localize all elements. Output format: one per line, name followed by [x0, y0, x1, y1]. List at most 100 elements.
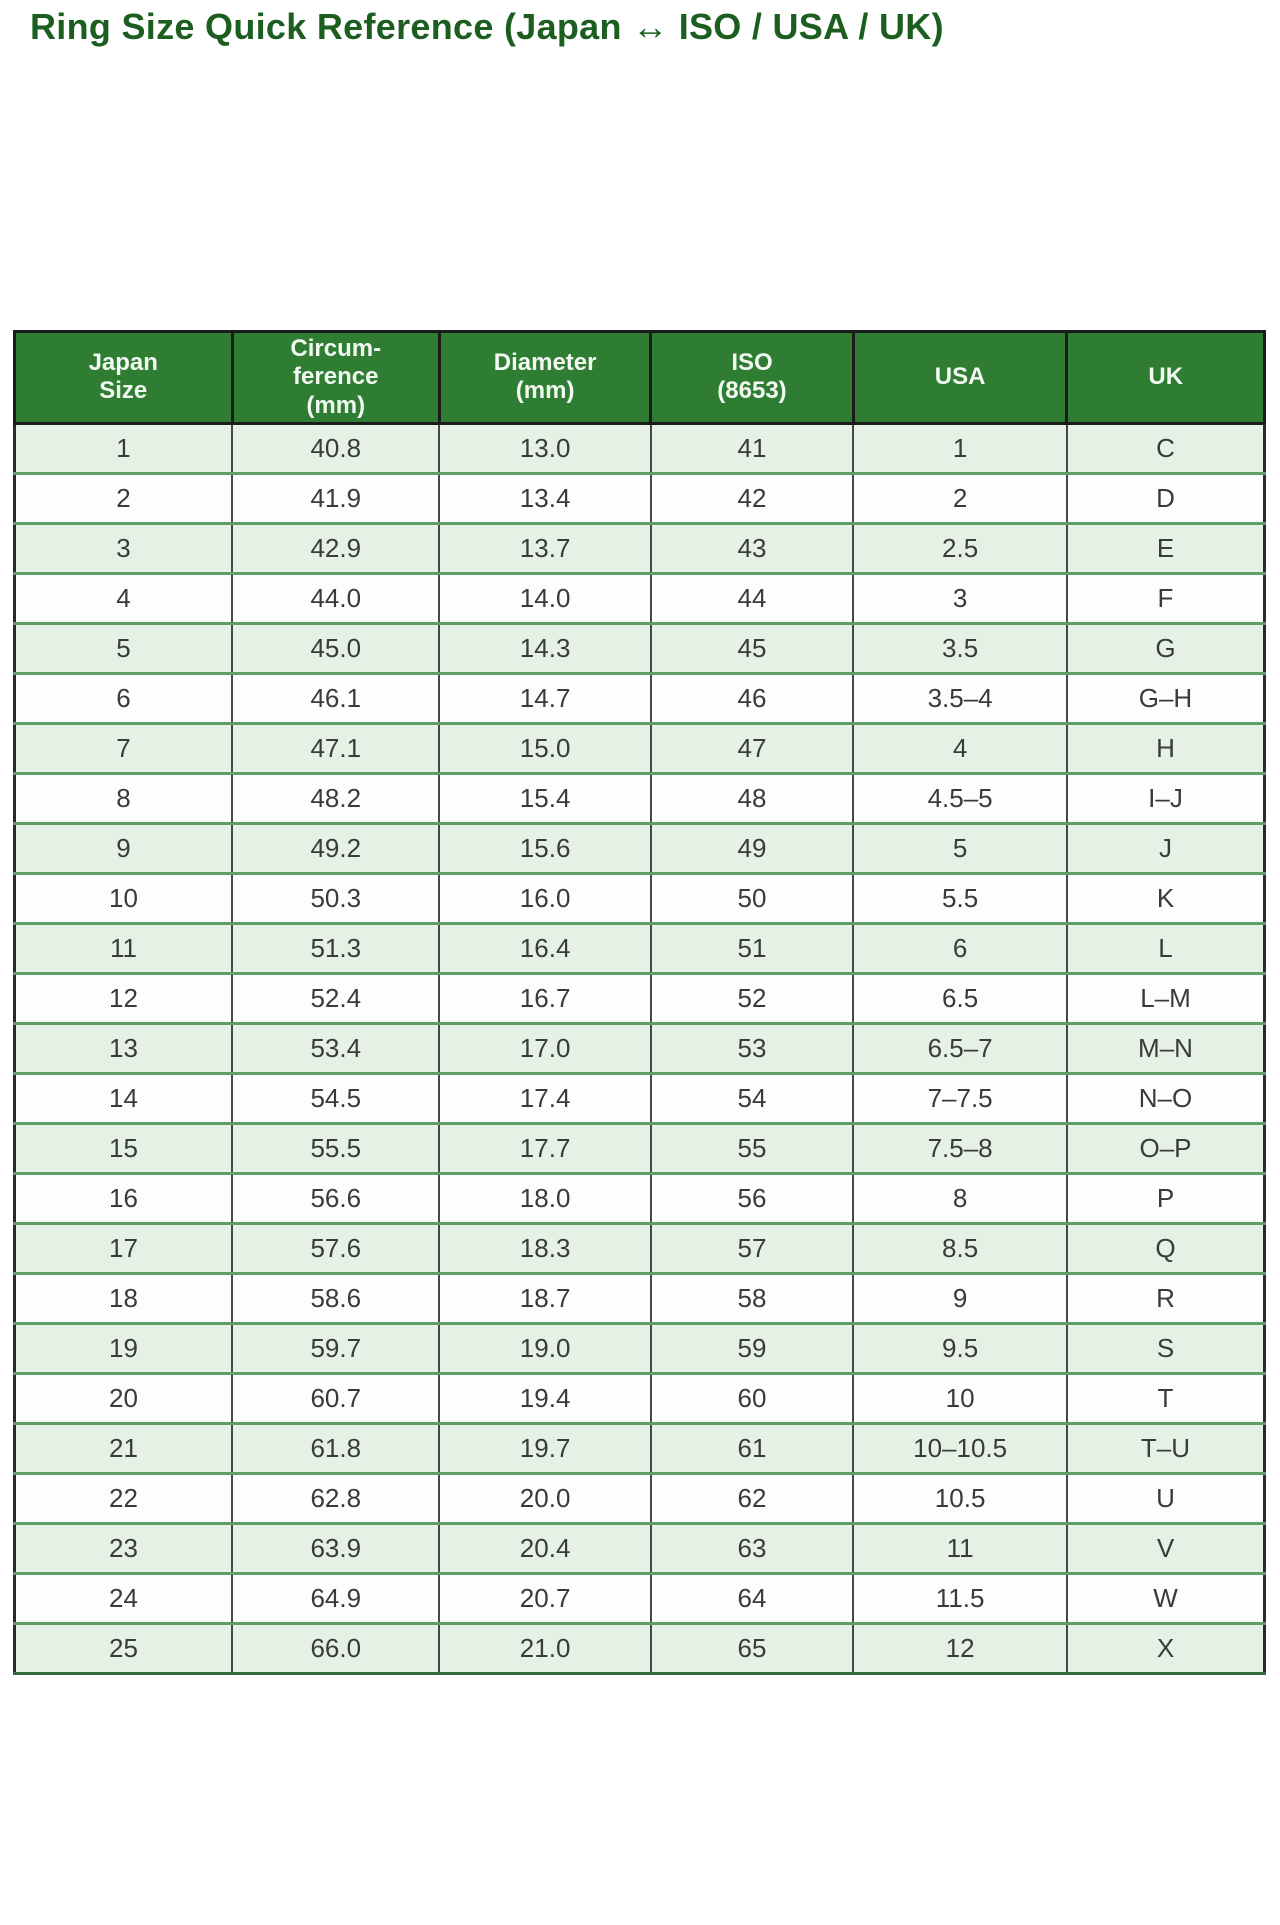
- cell-circumference: 64.9: [230, 1571, 441, 1625]
- cell-diameter: 20.7: [438, 1571, 652, 1625]
- cell-circumference: 60.7: [230, 1371, 441, 1425]
- cell-uk: F: [1065, 571, 1266, 625]
- cell-iso: 46: [649, 671, 855, 725]
- cell-japan-size: 9: [13, 821, 233, 875]
- cell-diameter: 16.0: [438, 871, 652, 925]
- table-body: 1 40.8 13.0 41 1 C 2 41.9 13.4 42 2 D 3 …: [13, 421, 1266, 1675]
- table-row: 13 53.4 17.0 53 6.5–7 M–N: [13, 1021, 1266, 1075]
- cell-circumference: 63.9: [230, 1521, 441, 1575]
- cell-iso: 57: [649, 1221, 855, 1275]
- cell-uk: V: [1065, 1521, 1266, 1575]
- cell-uk: H: [1065, 721, 1266, 775]
- cell-japan-size: 17: [13, 1221, 233, 1275]
- cell-circumference: 53.4: [230, 1021, 441, 1075]
- cell-uk: P: [1065, 1171, 1266, 1225]
- cell-diameter: 14.3: [438, 621, 652, 675]
- table-row: 1 40.8 13.0 41 1 C: [13, 421, 1266, 475]
- cell-iso: 65: [649, 1621, 855, 1675]
- cell-iso: 55: [649, 1121, 855, 1175]
- cell-iso: 50: [649, 871, 855, 925]
- cell-iso: 61: [649, 1421, 855, 1475]
- cell-usa: 6.5: [852, 971, 1068, 1025]
- cell-japan-size: 25: [13, 1621, 233, 1675]
- cell-uk: Q: [1065, 1221, 1266, 1275]
- cell-usa: 5.5: [852, 871, 1068, 925]
- cell-uk: C: [1065, 421, 1266, 475]
- cell-japan-size: 18: [13, 1271, 233, 1325]
- cell-japan-size: 19: [13, 1321, 233, 1375]
- cell-circumference: 48.2: [230, 771, 441, 825]
- cell-uk: E: [1065, 521, 1266, 575]
- cell-japan-size: 12: [13, 971, 233, 1025]
- cell-diameter: 13.0: [438, 421, 652, 475]
- cell-iso: 59: [649, 1321, 855, 1375]
- cell-circumference: 49.2: [230, 821, 441, 875]
- cell-diameter: 18.0: [438, 1171, 652, 1225]
- cell-circumference: 56.6: [230, 1171, 441, 1225]
- cell-circumference: 59.7: [230, 1321, 441, 1375]
- cell-circumference: 54.5: [230, 1071, 441, 1125]
- cell-diameter: 18.7: [438, 1271, 652, 1325]
- cell-circumference: 62.8: [230, 1471, 441, 1525]
- cell-circumference: 44.0: [230, 571, 441, 625]
- cell-uk: U: [1065, 1471, 1266, 1525]
- cell-diameter: 14.0: [438, 571, 652, 625]
- column-header-iso: ISO (8653): [649, 330, 855, 425]
- cell-circumference: 51.3: [230, 921, 441, 975]
- table-row: 16 56.6 18.0 56 8 P: [13, 1171, 1266, 1225]
- cell-circumference: 47.1: [230, 721, 441, 775]
- cell-usa: 6: [852, 921, 1068, 975]
- table-row: 24 64.9 20.7 64 11.5 W: [13, 1571, 1266, 1625]
- cell-usa: 7–7.5: [852, 1071, 1068, 1125]
- cell-iso: 48: [649, 771, 855, 825]
- cell-usa: 10: [852, 1371, 1068, 1425]
- cell-uk: R: [1065, 1271, 1266, 1325]
- cell-japan-size: 7: [13, 721, 233, 775]
- cell-usa: 10–10.5: [852, 1421, 1068, 1475]
- cell-usa: 2: [852, 471, 1068, 525]
- cell-diameter: 19.0: [438, 1321, 652, 1375]
- cell-diameter: 20.0: [438, 1471, 652, 1525]
- cell-japan-size: 5: [13, 621, 233, 675]
- cell-diameter: 13.4: [438, 471, 652, 525]
- cell-japan-size: 1: [13, 421, 233, 475]
- cell-uk: X: [1065, 1621, 1266, 1675]
- cell-circumference: 61.8: [230, 1421, 441, 1475]
- cell-japan-size: 11: [13, 921, 233, 975]
- table-row: 25 66.0 21.0 65 12 X: [13, 1621, 1266, 1675]
- table-row: 19 59.7 19.0 59 9.5 S: [13, 1321, 1266, 1375]
- cell-japan-size: 22: [13, 1471, 233, 1525]
- cell-iso: 49: [649, 821, 855, 875]
- cell-uk: N–O: [1065, 1071, 1266, 1125]
- cell-iso: 51: [649, 921, 855, 975]
- cell-iso: 41: [649, 421, 855, 475]
- cell-iso: 56: [649, 1171, 855, 1225]
- cell-iso: 45: [649, 621, 855, 675]
- table-row: 15 55.5 17.7 55 7.5–8 O–P: [13, 1121, 1266, 1175]
- cell-usa: 7.5–8: [852, 1121, 1068, 1175]
- cell-japan-size: 14: [13, 1071, 233, 1125]
- cell-circumference: 42.9: [230, 521, 441, 575]
- table-row: 17 57.6 18.3 57 8.5 Q: [13, 1221, 1266, 1275]
- cell-iso: 47: [649, 721, 855, 775]
- table-row: 20 60.7 19.4 60 10 T: [13, 1371, 1266, 1425]
- cell-uk: G: [1065, 621, 1266, 675]
- cell-usa: 11: [852, 1521, 1068, 1575]
- ring-size-conversion-table: Japan Size Circum- ference (mm) Diameter…: [13, 330, 1266, 1675]
- table-row: 14 54.5 17.4 54 7–7.5 N–O: [13, 1071, 1266, 1125]
- cell-iso: 43: [649, 521, 855, 575]
- cell-uk: D: [1065, 471, 1266, 525]
- cell-diameter: 16.7: [438, 971, 652, 1025]
- cell-circumference: 45.0: [230, 621, 441, 675]
- cell-japan-size: 21: [13, 1421, 233, 1475]
- cell-uk: L–M: [1065, 971, 1266, 1025]
- table-header-row: Japan Size Circum- ference (mm) Diameter…: [13, 330, 1266, 425]
- cell-usa: 8: [852, 1171, 1068, 1225]
- cell-usa: 8.5: [852, 1221, 1068, 1275]
- cell-usa: 11.5: [852, 1571, 1068, 1625]
- cell-iso: 44: [649, 571, 855, 625]
- cell-japan-size: 15: [13, 1121, 233, 1175]
- cell-usa: 5: [852, 821, 1068, 875]
- cell-circumference: 46.1: [230, 671, 441, 725]
- cell-japan-size: 3: [13, 521, 233, 575]
